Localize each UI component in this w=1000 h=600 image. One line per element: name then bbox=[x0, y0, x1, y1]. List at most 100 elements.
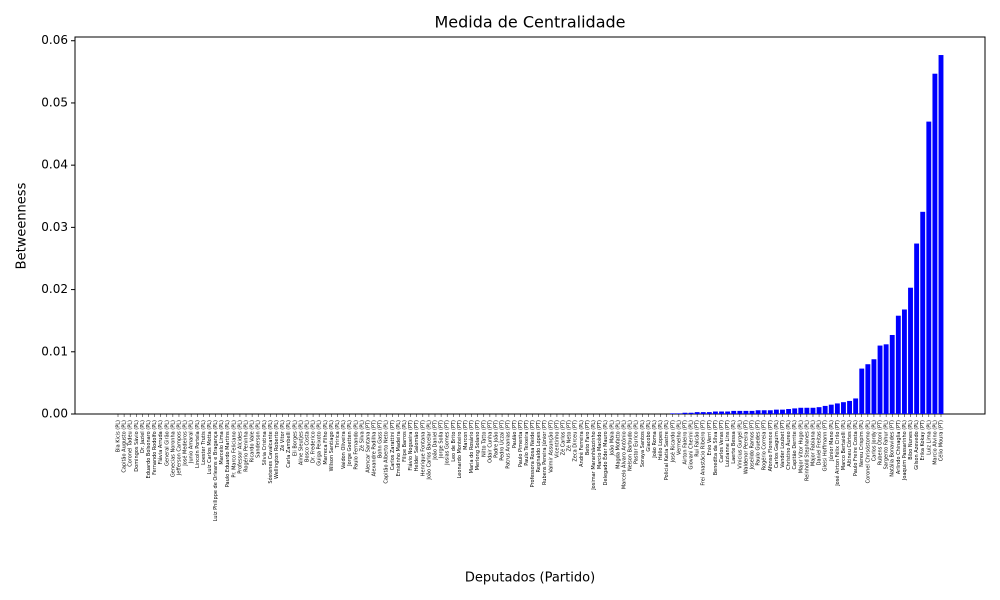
bar bbox=[804, 407, 810, 414]
x-tick-label: Flávia Arruda (PL) bbox=[157, 420, 164, 465]
bar bbox=[749, 410, 755, 414]
x-tick-label: Carlos Gaguim (PL) bbox=[774, 420, 780, 468]
y-tick-label: 0.00 bbox=[41, 407, 68, 421]
x-tick-label: Sanderson (PL) bbox=[256, 420, 262, 458]
bar bbox=[780, 409, 785, 414]
x-tick-label: Frei Anastácio Ribeiro (PT) bbox=[700, 420, 707, 486]
x-tick-label: Carlos Veras (PT) bbox=[719, 420, 725, 463]
x-tick-label: Daniel Freitas (PL) bbox=[817, 420, 823, 465]
bar bbox=[938, 55, 944, 414]
x-tick-label: Marcio Alvino (PL) bbox=[932, 420, 938, 465]
y-axis-label: Betweenness bbox=[15, 182, 30, 269]
x-tick-label: Professora Rosa Neide (PT) bbox=[530, 420, 536, 487]
bar bbox=[706, 412, 712, 414]
x-tick-label: Fernando Rodolfo (PL) bbox=[152, 420, 158, 475]
x-tick-label: Josimar Maranhãozinho (PL) bbox=[591, 420, 597, 491]
x-tick-label: Natália Bonavides (PT) bbox=[889, 420, 896, 477]
x-tick-label: Pastor Eurico (PL) bbox=[634, 420, 640, 464]
x-tick-label: Carlos Zarattini (PT) bbox=[390, 420, 396, 470]
bar bbox=[895, 315, 901, 414]
x-tick-label: Zé Carlos (PT) bbox=[560, 420, 567, 455]
x-tick-label: Dr. Jaziel (PL) bbox=[140, 420, 146, 453]
chart-title: Medida de Centralidade bbox=[434, 13, 625, 32]
bar bbox=[676, 413, 682, 414]
x-tick-label: Nilto Tatto (PT) bbox=[481, 420, 487, 457]
bar bbox=[755, 410, 761, 414]
x-tick-label: Bibo Nunes (PL) bbox=[908, 420, 914, 460]
x-tick-label: Paulo Eduardo Martins (PL) bbox=[225, 420, 231, 487]
x-tick-label: Benedita da Silva (PT) bbox=[713, 420, 719, 475]
x-tick-label: Coronel Tadeu (PL) bbox=[128, 420, 134, 467]
x-tick-label: Josias Gomes (PT) bbox=[445, 420, 451, 466]
x-tick-label: Júnior Mano (PL) bbox=[828, 420, 835, 462]
x-tick-label: Marcio Macêdo (PT) bbox=[596, 420, 603, 469]
x-tick-label: Zé Neto (PT) bbox=[566, 420, 573, 452]
x-tick-label: Pedro Uczai (PT) bbox=[500, 420, 506, 461]
x-tick-label: Merlong Solano (PT) bbox=[475, 420, 481, 470]
x-tick-label: Rogério Correia (PT) bbox=[761, 420, 768, 470]
bar bbox=[767, 410, 773, 414]
bar bbox=[889, 334, 895, 414]
x-tick-label: Rubens Pereira Júnior (PT) bbox=[541, 420, 548, 485]
x-tick-label: Giacobo (PL) bbox=[646, 420, 652, 452]
x-tick-label: Wellington Roberto (PL) bbox=[274, 420, 280, 479]
x-tick-label: Rubens Otoni (PT) bbox=[878, 420, 884, 465]
x-tick-label: Valmir Assunção (PT) bbox=[548, 420, 554, 473]
x-tick-label: Altineu Côrtes (PL) bbox=[846, 420, 853, 467]
x-tick-label: Hélio Lopes (PL) bbox=[657, 420, 664, 460]
x-tick-label: Célio Moura (PT) bbox=[938, 420, 945, 461]
x-tick-label: José Ricardo (PT) bbox=[669, 420, 676, 463]
x-tick-label: Joseildo Ramos (PT) bbox=[750, 420, 756, 470]
x-tick-label: Erika Kokay (PT) bbox=[920, 420, 926, 461]
x-tick-label: Leonardo Monteiro (PT) bbox=[457, 420, 463, 478]
x-tick-label: Vaidon Oliveira (PL) bbox=[341, 420, 347, 469]
x-tick-label: Helder Salomão (PT) bbox=[414, 420, 420, 471]
bar bbox=[859, 368, 865, 414]
x-tick-label: Henrique Fontana (PT) bbox=[420, 420, 426, 476]
x-tick-label: Silvia Cristina (PL) bbox=[262, 420, 268, 465]
x-tick-label: José Airton Félix Cirilo (PT) bbox=[834, 420, 841, 487]
x-tick-label: Alencar Santana (PT) bbox=[365, 420, 371, 473]
x-tick-label: Patrus Ananias (PT) bbox=[506, 420, 512, 469]
x-tick-label: Marcon (PT) bbox=[463, 420, 469, 450]
x-tick-label: Tiririca (PL) bbox=[335, 420, 341, 449]
bar bbox=[712, 411, 718, 414]
x-tick-label: Marreca Filho (PL) bbox=[323, 420, 329, 465]
x-tick-label: Waldenor Pereira (PT) bbox=[743, 420, 749, 474]
x-tick-label: Marcelo Lima (PL) bbox=[219, 420, 225, 465]
x-tick-label: Domingos Sávio (PL) bbox=[133, 420, 140, 472]
bar bbox=[694, 412, 700, 414]
x-tick-label: Zé Vitor (PL) bbox=[279, 420, 286, 451]
x-tick-label: Professor Alcides (PL) bbox=[237, 420, 243, 474]
bar bbox=[737, 410, 743, 414]
x-tick-label: Sóstenes Cavalcante (PL) bbox=[267, 420, 274, 484]
x-tick-label: Zé Silva (PL) bbox=[358, 420, 365, 451]
bar bbox=[908, 287, 913, 414]
x-tick-label: João Maia (PL) bbox=[609, 420, 615, 456]
x-tick-label: Vander Loubet (PT) bbox=[780, 420, 786, 468]
x-tick-label: Emidinho Madeira (PL) bbox=[396, 420, 402, 476]
x-tick-label: Bia Kicis (PL) bbox=[116, 420, 122, 452]
y-tick-label: 0.05 bbox=[41, 95, 68, 109]
x-tick-label: André Ferreira (PL) bbox=[578, 420, 585, 467]
x-tick-label: Junio Amaral (PL) bbox=[189, 420, 195, 464]
x-tick-label: Major Vitor Hugo (PL) bbox=[798, 420, 804, 473]
y-tick-label: 0.02 bbox=[41, 282, 68, 296]
x-tick-label: Vicentinho (PT) bbox=[554, 420, 560, 458]
bar bbox=[901, 309, 907, 414]
x-tick-label: Rogério Peninha (PL) bbox=[243, 420, 250, 472]
x-tick-label: Major Fabiana (PL) bbox=[810, 420, 816, 466]
bar bbox=[865, 364, 871, 414]
x-tick-label: Giovani Cherini (PL) bbox=[689, 420, 695, 470]
bar bbox=[810, 407, 816, 414]
x-tick-label: Paulo Pimenta (PT) bbox=[518, 420, 524, 467]
x-tick-label: Flávio Nogueira (PT) bbox=[407, 420, 414, 471]
x-tick-label: Lincoln Portela (PL) bbox=[195, 420, 201, 468]
x-tick-label: Leo de Brito (PT) bbox=[451, 420, 457, 462]
bar bbox=[719, 411, 724, 414]
x-tick-label: Pr. Marco Feliciano (PL) bbox=[231, 420, 237, 478]
x-tick-label: Policial Katia Sastre (PL) bbox=[664, 420, 670, 480]
bar bbox=[932, 73, 938, 414]
x-tick-label: Gleisi Hoffmann (PT) bbox=[823, 420, 829, 471]
bar bbox=[853, 398, 859, 414]
